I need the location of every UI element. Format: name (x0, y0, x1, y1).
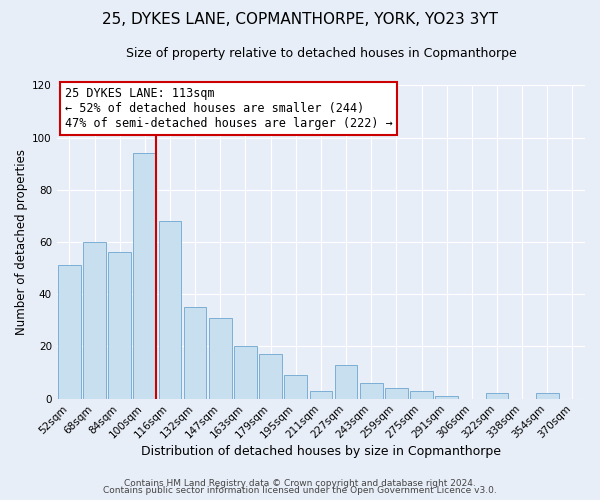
Bar (58, 266, 80, 398)
Bar (259, 354, 282, 399)
Bar (284, 375, 307, 398)
Bar (335, 364, 358, 398)
Bar (360, 383, 383, 398)
Bar (536, 394, 559, 398)
Bar (184, 307, 206, 398)
Bar (158, 221, 181, 398)
Bar (385, 388, 407, 398)
Bar (436, 396, 458, 398)
Text: 25, DYKES LANE, COPMANTHORPE, YORK, YO23 3YT: 25, DYKES LANE, COPMANTHORPE, YORK, YO23… (102, 12, 498, 28)
Bar (133, 153, 156, 398)
Bar (234, 346, 257, 399)
Bar (410, 391, 433, 398)
X-axis label: Distribution of detached houses by size in Copmanthorpe: Distribution of detached houses by size … (141, 444, 501, 458)
Title: Size of property relative to detached houses in Copmanthorpe: Size of property relative to detached ho… (125, 48, 516, 60)
Bar (310, 391, 332, 398)
Bar (209, 318, 232, 398)
Text: Contains public sector information licensed under the Open Government Licence v3: Contains public sector information licen… (103, 486, 497, 495)
Y-axis label: Number of detached properties: Number of detached properties (15, 149, 28, 335)
Text: 25 DYKES LANE: 113sqm
← 52% of detached houses are smaller (244)
47% of semi-det: 25 DYKES LANE: 113sqm ← 52% of detached … (65, 87, 392, 130)
Bar (485, 394, 508, 398)
Bar (109, 252, 131, 398)
Bar (83, 242, 106, 398)
Text: Contains HM Land Registry data © Crown copyright and database right 2024.: Contains HM Land Registry data © Crown c… (124, 478, 476, 488)
